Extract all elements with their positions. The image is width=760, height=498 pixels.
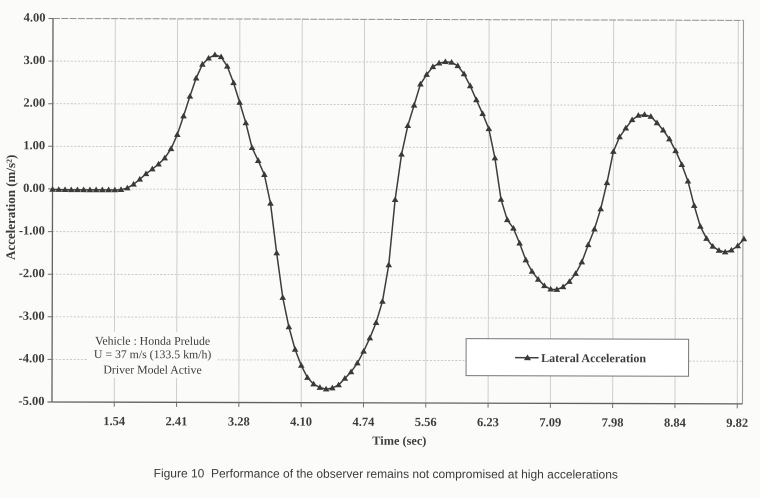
svg-text:U = 37 m/s (133.5 km/h): U = 37 m/s (133.5 km/h)	[94, 347, 212, 361]
svg-text:-3.00: -3.00	[19, 309, 45, 323]
svg-text:2.00: 2.00	[23, 96, 45, 110]
svg-text:1.00: 1.00	[23, 138, 45, 152]
svg-text:Driver Model Active: Driver Model Active	[103, 362, 201, 376]
svg-text:7.09: 7.09	[539, 415, 561, 429]
svg-text:5.56: 5.56	[415, 415, 437, 429]
svg-text:Vehicle : Honda Prelude: Vehicle : Honda Prelude	[95, 334, 210, 348]
svg-text:3.28: 3.28	[228, 414, 250, 428]
svg-text:2.41: 2.41	[166, 414, 188, 428]
svg-text:8.84: 8.84	[664, 416, 687, 430]
svg-text:-1.00: -1.00	[19, 224, 45, 238]
svg-text:9.82: 9.82	[726, 416, 748, 430]
svg-text:7.98: 7.98	[602, 415, 624, 429]
svg-text:3.00: 3.00	[23, 53, 45, 67]
svg-text:4.10: 4.10	[290, 415, 312, 429]
svg-text:4.00: 4.00	[24, 10, 46, 24]
svg-text:1.54: 1.54	[103, 414, 126, 428]
svg-text:0.00: 0.00	[23, 181, 45, 195]
svg-text:6.23: 6.23	[477, 415, 499, 429]
svg-text:Acceleration (m/s²): Acceleration (m/s²)	[3, 155, 18, 260]
svg-text:-5.00: -5.00	[18, 394, 44, 408]
svg-text:Time (sec): Time (sec)	[372, 434, 426, 448]
svg-text:-2.00: -2.00	[19, 266, 45, 280]
svg-text:Lateral Acceleration: Lateral Acceleration	[541, 351, 646, 365]
svg-text:-4.00: -4.00	[19, 351, 45, 365]
svg-text:4.74: 4.74	[352, 415, 375, 429]
